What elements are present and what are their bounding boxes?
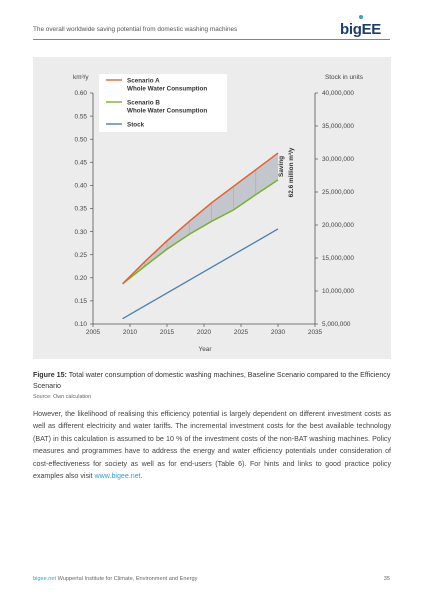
footer-site-link[interactable]: bigee.net <box>33 576 57 582</box>
x-tick-label: 2015 <box>160 329 175 336</box>
y-right-tick-label: 10,000,000 <box>322 288 354 295</box>
x-tick-label: 2035 <box>308 329 323 336</box>
y-left-tick-label: 0.40 <box>75 183 88 190</box>
y-right-tick-label: 15,000,000 <box>322 255 354 262</box>
footer-organisation: Wuppertal Institute for Climate, Environ… <box>56 576 198 582</box>
page-footer: bigee.net Wuppertal Institute for Climat… <box>33 576 197 582</box>
y-left-tick-label: 0.15 <box>75 298 88 305</box>
body-paragraph: However, the likelihood of realising thi… <box>33 408 391 482</box>
y-right-tick-label: 40,000,000 <box>322 90 354 97</box>
y-right-tick-label: 5,000,000 <box>322 321 351 328</box>
y-left-tick-label: 0.30 <box>75 229 88 236</box>
logo-text: bigEE <box>340 21 382 38</box>
y-left-tick-label: 0.25 <box>75 252 88 259</box>
y-left-tick-label: 0.45 <box>75 160 88 167</box>
chart-panel: 2005 2010 2015 2020 2025 2030 2035 0.10 0.15 0.20… <box>33 57 391 359</box>
series-scenario-a-line <box>122 152 279 285</box>
bigee-logo: bigEE <box>340 14 390 44</box>
saving-area <box>122 153 278 284</box>
y-right-tick-label: 20,000,000 <box>322 222 354 229</box>
y-left-axis-label: km³/y <box>73 74 89 81</box>
y-right-axis-label: Stock in units <box>325 74 363 81</box>
y-left-tick-label: 0.60 <box>75 90 88 97</box>
y-right-tick-label: 35,000,000 <box>322 123 354 130</box>
x-tick-label: 2020 <box>197 329 212 336</box>
legend-entry-label: Whole Water Consumption <box>127 108 207 115</box>
body-paragraph-text: However, the likelihood of realising thi… <box>33 410 391 481</box>
legend-box <box>99 74 227 132</box>
figure-caption-label: Figure 15: <box>33 371 67 379</box>
y-left-tick-label: 0.50 <box>75 136 88 143</box>
body-paragraph-end: . <box>140 472 143 481</box>
x-tick-label: 2025 <box>234 329 249 336</box>
page-header-title: The overall worldwide saving potential f… <box>33 26 238 33</box>
y-right-tick-label: 30,000,000 <box>322 156 354 163</box>
y-right-tick-label: 25,000,000 <box>322 189 354 196</box>
saving-label: Saving <box>278 156 285 177</box>
water-consumption-chart: 2005 2010 2015 2020 2025 2030 2035 0.10 0.15 0.20… <box>73 74 363 353</box>
x-tick-label: 2030 <box>271 329 286 336</box>
header-divider <box>33 39 390 40</box>
legend-entry-label: Stock <box>127 121 145 128</box>
series-scenario-b-line <box>122 179 279 285</box>
legend-entry-label: Whole Water Consumption <box>127 86 207 93</box>
figure-caption: Figure 15: Total water consumption of do… <box>33 370 391 392</box>
logo-dot-icon <box>359 15 363 19</box>
page-number: 35 <box>383 576 390 582</box>
x-tick-label: 2010 <box>123 329 138 336</box>
y-left-tick-label: 0.10 <box>75 321 88 328</box>
y-left-tick-label: 0.35 <box>75 206 88 213</box>
y-left-tick-label: 0.55 <box>75 113 88 120</box>
figure-caption-text: Total water consumption of domestic wash… <box>33 371 391 390</box>
bigee-link[interactable]: www.bigee.net <box>94 472 141 481</box>
y-left-tick-label: 0.20 <box>75 275 88 282</box>
figure-source: Source: Own calculation <box>33 394 92 400</box>
legend-entry-label: Scenario A <box>127 77 160 84</box>
legend-entry-label: Scenario B <box>127 99 160 106</box>
saving-amount-label: 62.6 million m³/y <box>288 147 295 197</box>
series-stock-line <box>122 228 279 320</box>
x-tick-label: 2005 <box>86 329 101 336</box>
x-axis-label: Year <box>199 346 213 353</box>
